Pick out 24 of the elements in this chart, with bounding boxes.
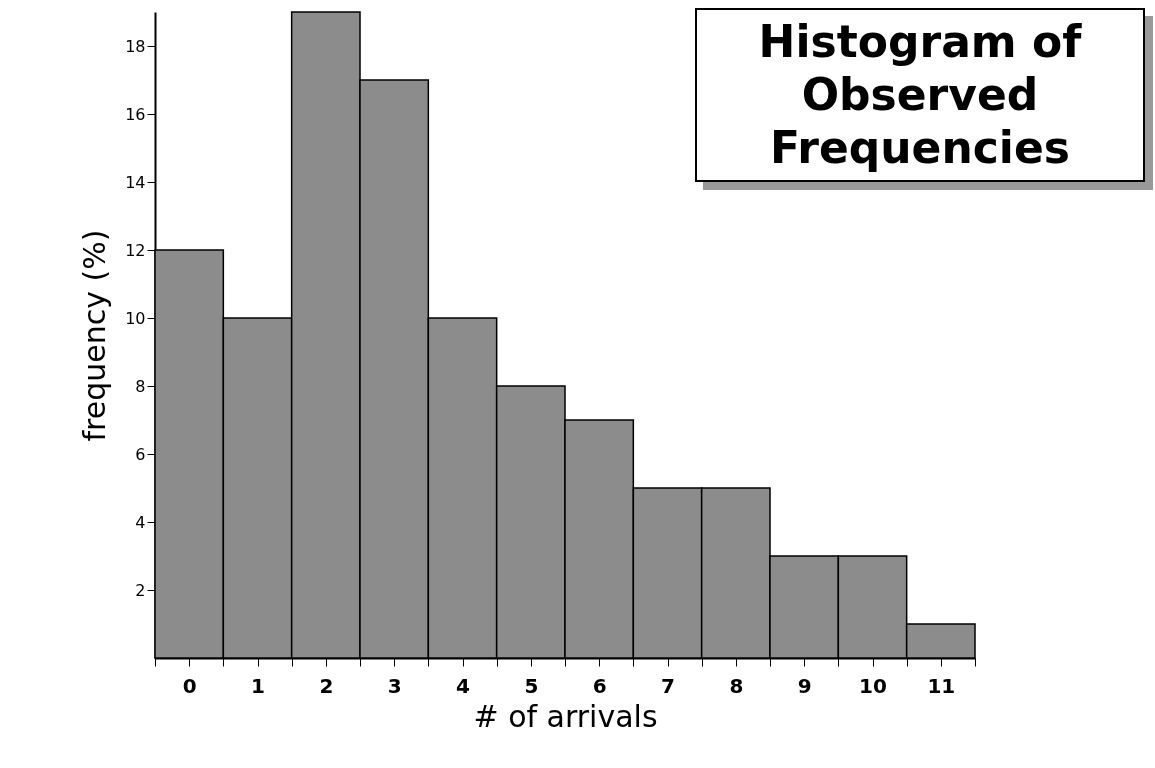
x-tick-label: 11 [927, 673, 956, 698]
text: Histogram of Observed Frequencies [695, 8, 1145, 183]
y-tick-label: 4 [135, 512, 146, 532]
y-axis-title: frequency (%) [77, 229, 113, 442]
x-tick-label: 4 [456, 673, 470, 698]
x-tick-label: 3 [387, 673, 402, 698]
y-tick-label: 6 [135, 444, 146, 464]
x-tick-label: 8 [729, 673, 744, 698]
y-tick-label: 8 [135, 376, 146, 396]
y-tick-label: 12 [125, 240, 146, 260]
x-tick-label: 9 [797, 673, 812, 698]
y-tick-label: 14 [125, 172, 146, 192]
x-tick-label: 10 [859, 673, 887, 698]
x-tick-label: 7 [661, 673, 675, 698]
x-tick-label: 6 [592, 673, 607, 698]
x-axis-title: # of arrivals [473, 698, 658, 734]
y-tick-label: 10 [125, 308, 146, 328]
y-tick-label: 18 [125, 36, 146, 56]
y-tick-label: 2 [135, 580, 146, 600]
x-tick-label: 1 [251, 673, 265, 698]
x-tick-label: 0 [182, 673, 197, 698]
y-tick-label: 16 [125, 104, 146, 124]
x-tick-label: 5 [524, 673, 539, 698]
x-tick-label: 2 [319, 673, 334, 698]
